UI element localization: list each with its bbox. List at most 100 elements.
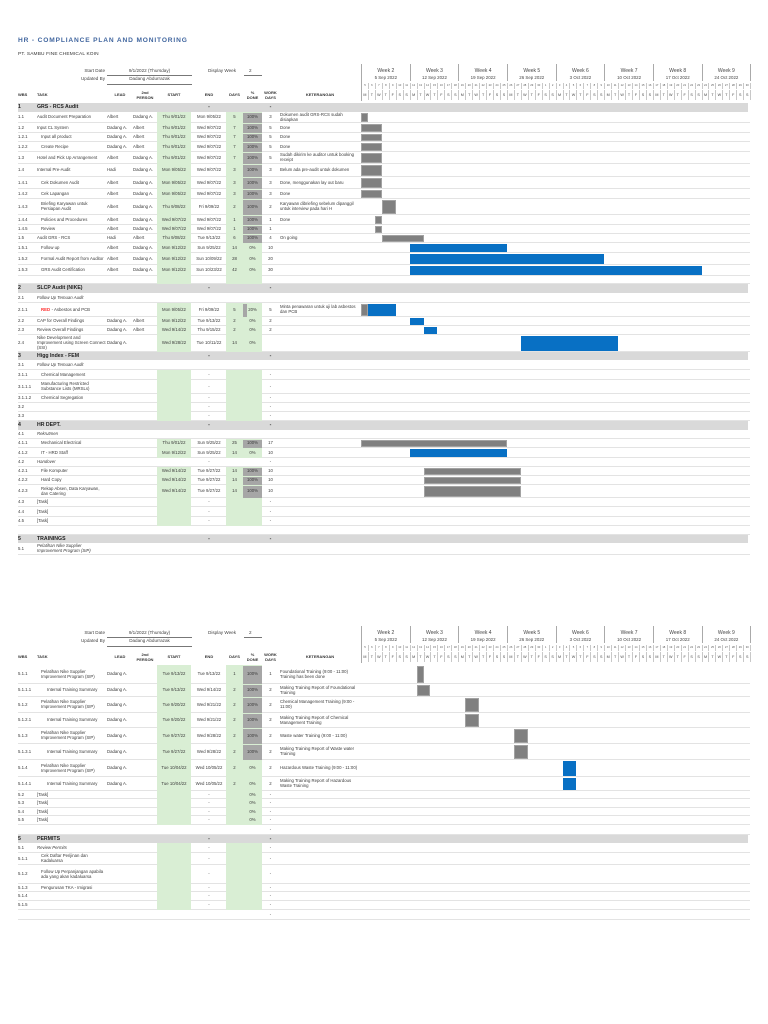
task-row: 5.1.4 - - bbox=[0, 892, 768, 901]
day-number: 28 bbox=[522, 83, 529, 89]
gantt-bar-complete bbox=[465, 698, 480, 712]
days-cell-bg bbox=[226, 448, 262, 458]
cell-work: 1 bbox=[269, 226, 272, 232]
day-number: 5 bbox=[571, 83, 578, 89]
weekday-letter: S bbox=[550, 652, 557, 662]
start-date-field[interactable]: 9/1/2022 (Thursday) bbox=[107, 68, 192, 76]
cell-pct: 100% bbox=[247, 477, 258, 483]
cell-work: - bbox=[269, 800, 272, 806]
row-divider bbox=[18, 379, 750, 380]
weekday-letter: W bbox=[716, 90, 724, 100]
start-date-cell-bg bbox=[157, 744, 191, 760]
cell-start: Mon 9/12/22 bbox=[162, 244, 186, 250]
weekday-letter: T bbox=[723, 90, 731, 100]
percent-done-fill bbox=[243, 303, 247, 317]
day-number: 22 bbox=[689, 645, 696, 651]
cell-start: Wed 9/14/22 bbox=[161, 477, 187, 483]
day-number: 6 bbox=[369, 83, 376, 89]
day-number: 24 bbox=[494, 83, 501, 89]
cell-wbs: 4.1 bbox=[18, 431, 24, 437]
cell-start: Tue 10/04/22 bbox=[161, 780, 187, 786]
weekday-letter: S bbox=[640, 90, 647, 100]
cell-pct: 100% bbox=[247, 488, 258, 494]
cell-lead: Dadang A. bbox=[107, 318, 128, 324]
updated-by-field[interactable]: Dadang Abdurrazak bbox=[107, 76, 192, 85]
cell-wbs: 2.4 bbox=[18, 340, 24, 346]
task-row: 5.1.1 Pelatihan Nike Supplier Improvement… bbox=[0, 665, 768, 684]
week-column-5: Week 5 26 Sep 2022 bbox=[508, 626, 557, 643]
cell-note: Sudah dikirim ke auditor untuk booking r… bbox=[280, 152, 355, 162]
cell-wbs: 4.1.1 bbox=[18, 440, 28, 446]
cell-start: Tue 9/27/22 bbox=[162, 732, 186, 738]
day-number: 24 bbox=[494, 645, 501, 651]
start-date-cell-bg bbox=[157, 865, 191, 884]
cell-days: 3 bbox=[233, 190, 236, 196]
start-date-field[interactable]: 9/1/2022 (Thursday) bbox=[107, 630, 192, 638]
gantt-bar-remaining bbox=[409, 449, 507, 457]
weekday-letter: W bbox=[716, 652, 724, 662]
cell-work: - bbox=[269, 893, 272, 899]
cell-task: PERMITS bbox=[37, 835, 61, 842]
days-cell-bg bbox=[226, 498, 262, 507]
cell-work: - bbox=[269, 844, 272, 850]
gantt-bar-complete bbox=[361, 190, 382, 198]
display-week-input[interactable]: 2 bbox=[244, 630, 262, 638]
cell-task: Handover bbox=[37, 459, 56, 465]
cell-start: Wed 9/14/22 bbox=[161, 488, 187, 494]
cell-pct: 0% bbox=[249, 800, 256, 806]
cell-lead: Albert bbox=[107, 226, 119, 232]
cell-lead: Dadang A. bbox=[107, 327, 128, 333]
cell-wbs: 3.2 bbox=[18, 404, 24, 410]
cell-wbs: 1.1 bbox=[18, 114, 24, 120]
cell-end: - bbox=[208, 808, 210, 814]
start-date-cell-bg bbox=[157, 884, 191, 892]
week-start-date: 26 Sep 2022 bbox=[519, 75, 545, 81]
display-week-input[interactable]: 2 bbox=[244, 68, 262, 76]
task-row: 1.4 Internal Pre-Audit Hadi Dadang A. Mon 9/… bbox=[0, 164, 768, 177]
cell-days: 25 bbox=[232, 440, 237, 446]
cell-wbs: 5.4 bbox=[18, 808, 24, 814]
day-number: 24 bbox=[703, 645, 710, 651]
day-number: 12 bbox=[411, 83, 418, 89]
row-divider bbox=[18, 302, 750, 303]
start-date-cell-bg bbox=[157, 189, 191, 199]
weekday-letter: S bbox=[404, 90, 411, 100]
section-band bbox=[18, 284, 748, 293]
weekday-letter: S bbox=[591, 652, 599, 662]
task-row: 5.3 [Task] - 0% - bbox=[0, 799, 768, 808]
cell-wbs: 1.2.1 bbox=[18, 134, 28, 140]
cell-note: Making Training Report of Chemical Manag… bbox=[280, 714, 349, 725]
week-start-date: 19 Sep 2022 bbox=[470, 75, 496, 81]
day-number: 22 bbox=[480, 645, 488, 651]
weekday-letter: T bbox=[418, 652, 425, 662]
cell-wbs: 1.4.3 bbox=[18, 203, 28, 209]
cell-work: 3 bbox=[269, 190, 272, 196]
start-date-cell-bg bbox=[157, 380, 191, 394]
cell-end: Mon 9/05/22 bbox=[197, 114, 221, 120]
display-week-label: Display Week bbox=[208, 630, 236, 635]
task-row: 1.5.1 Follow up Albert Dadang A. Mon 9/12/22… bbox=[0, 243, 768, 253]
cell-pct: 100% bbox=[247, 167, 258, 173]
days-cell-bg bbox=[226, 816, 262, 825]
cell-work: 30 bbox=[268, 267, 273, 273]
cell-lead: Dadang A. bbox=[107, 134, 128, 140]
cell-task: Rekap Absen, Data Karyawan, dan Catering bbox=[41, 485, 100, 496]
day-number: 18 bbox=[661, 645, 668, 651]
weekday-letter: T bbox=[710, 90, 717, 100]
day-number: 1 bbox=[543, 645, 550, 651]
cell-end: Wed 10/05/22 bbox=[195, 780, 223, 786]
updated-by-field[interactable]: Dadang Abdurrazak bbox=[107, 638, 192, 647]
days-cell-bg bbox=[226, 394, 262, 403]
cell-lead: Dadang A. bbox=[107, 340, 128, 346]
weekday-letter: F bbox=[390, 652, 397, 662]
cell-task: Review Overall Findings bbox=[37, 327, 84, 333]
weekday-letter: T bbox=[626, 652, 634, 662]
gantt-bar-complete bbox=[361, 165, 382, 176]
day-number: 5 bbox=[362, 83, 369, 89]
start-date-cell-bg bbox=[157, 225, 191, 234]
start-date-cell-bg bbox=[157, 684, 191, 697]
weekday-letter: T bbox=[723, 652, 731, 662]
cell-wbs: 5.1.4 bbox=[18, 893, 28, 899]
cell-work: - bbox=[269, 404, 272, 410]
